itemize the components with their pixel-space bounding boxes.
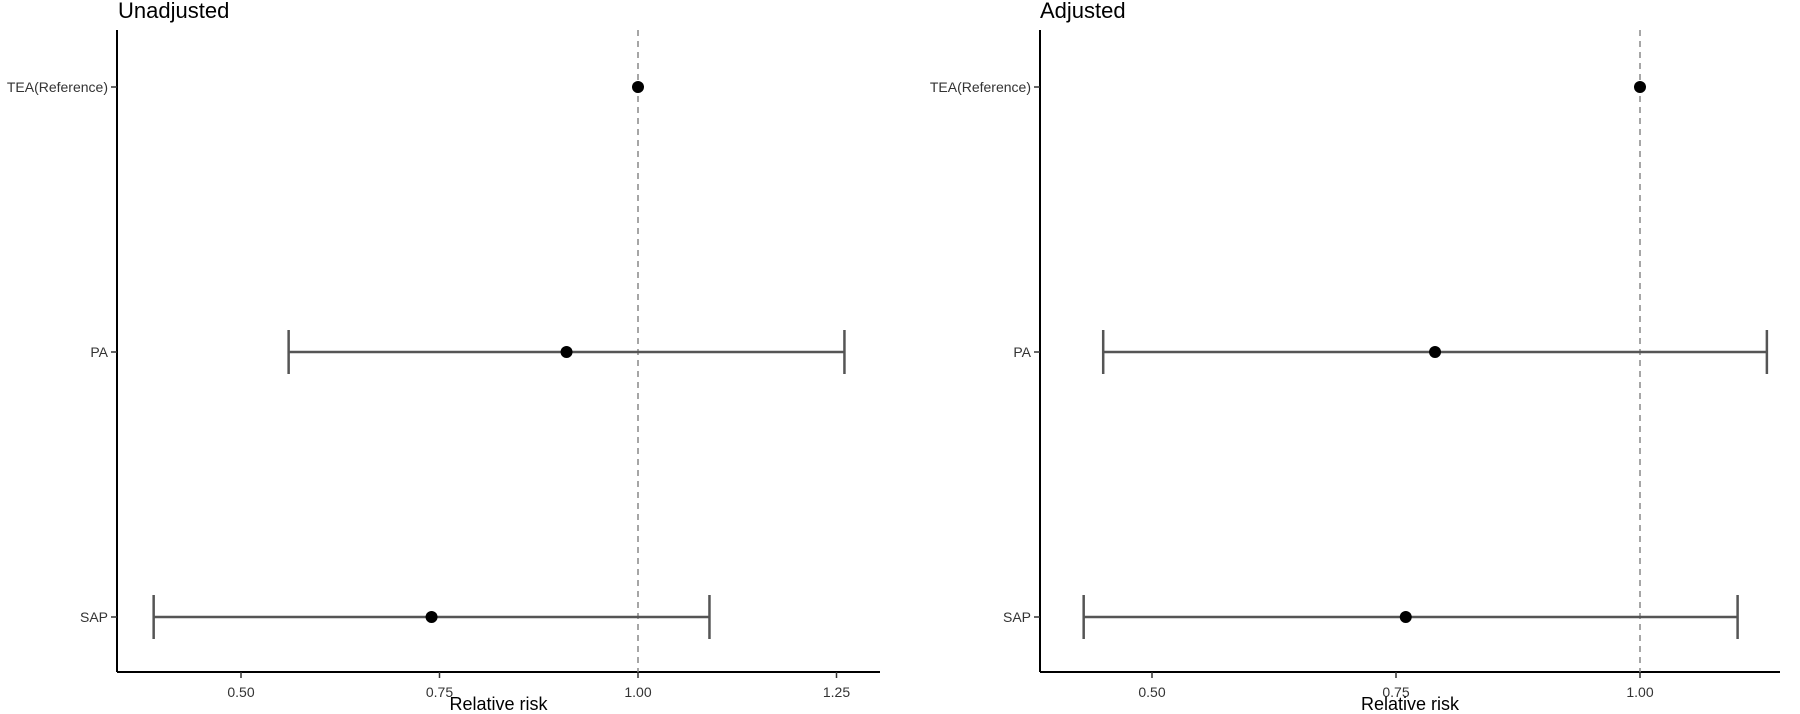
point-estimate bbox=[1399, 611, 1412, 623]
y-tick-label: TEA(Reference) bbox=[930, 79, 1031, 95]
x-axis-title: Relative risk bbox=[449, 694, 548, 714]
point-estimate bbox=[1634, 81, 1646, 93]
point-estimate bbox=[1429, 346, 1442, 358]
y-tick-label: SAP bbox=[80, 609, 108, 625]
x-tick-label: 0.50 bbox=[1138, 684, 1165, 700]
x-tick-label: 0.75 bbox=[426, 684, 453, 700]
x-tick-label: 1.00 bbox=[1626, 684, 1653, 700]
point-estimate bbox=[560, 346, 573, 358]
x-tick-label: 1.00 bbox=[624, 684, 651, 700]
panel-title: Adjusted bbox=[1040, 0, 1126, 23]
x-tick-label: 0.75 bbox=[1382, 684, 1409, 700]
y-tick-label: TEA(Reference) bbox=[7, 79, 108, 95]
x-tick-label: 1.25 bbox=[823, 684, 850, 700]
panel-title: Unadjusted bbox=[118, 0, 229, 23]
left-panel-unadjusted: Unadjusted 0.50 0.75 1.00 1.25 Relative risk T… bbox=[7, 0, 880, 714]
y-tick-label: SAP bbox=[1003, 609, 1031, 625]
x-axis-title: Relative risk bbox=[1361, 694, 1460, 714]
point-estimate bbox=[632, 81, 644, 93]
y-tick-label: PA bbox=[1013, 344, 1031, 360]
y-tick-label: PA bbox=[90, 344, 108, 360]
point-estimate bbox=[425, 611, 438, 623]
right-panel-adjusted: Adjusted 0.50 0.75 1.00 Relative risk TEA(Ref… bbox=[930, 0, 1780, 714]
x-tick-label: 0.50 bbox=[227, 684, 254, 700]
